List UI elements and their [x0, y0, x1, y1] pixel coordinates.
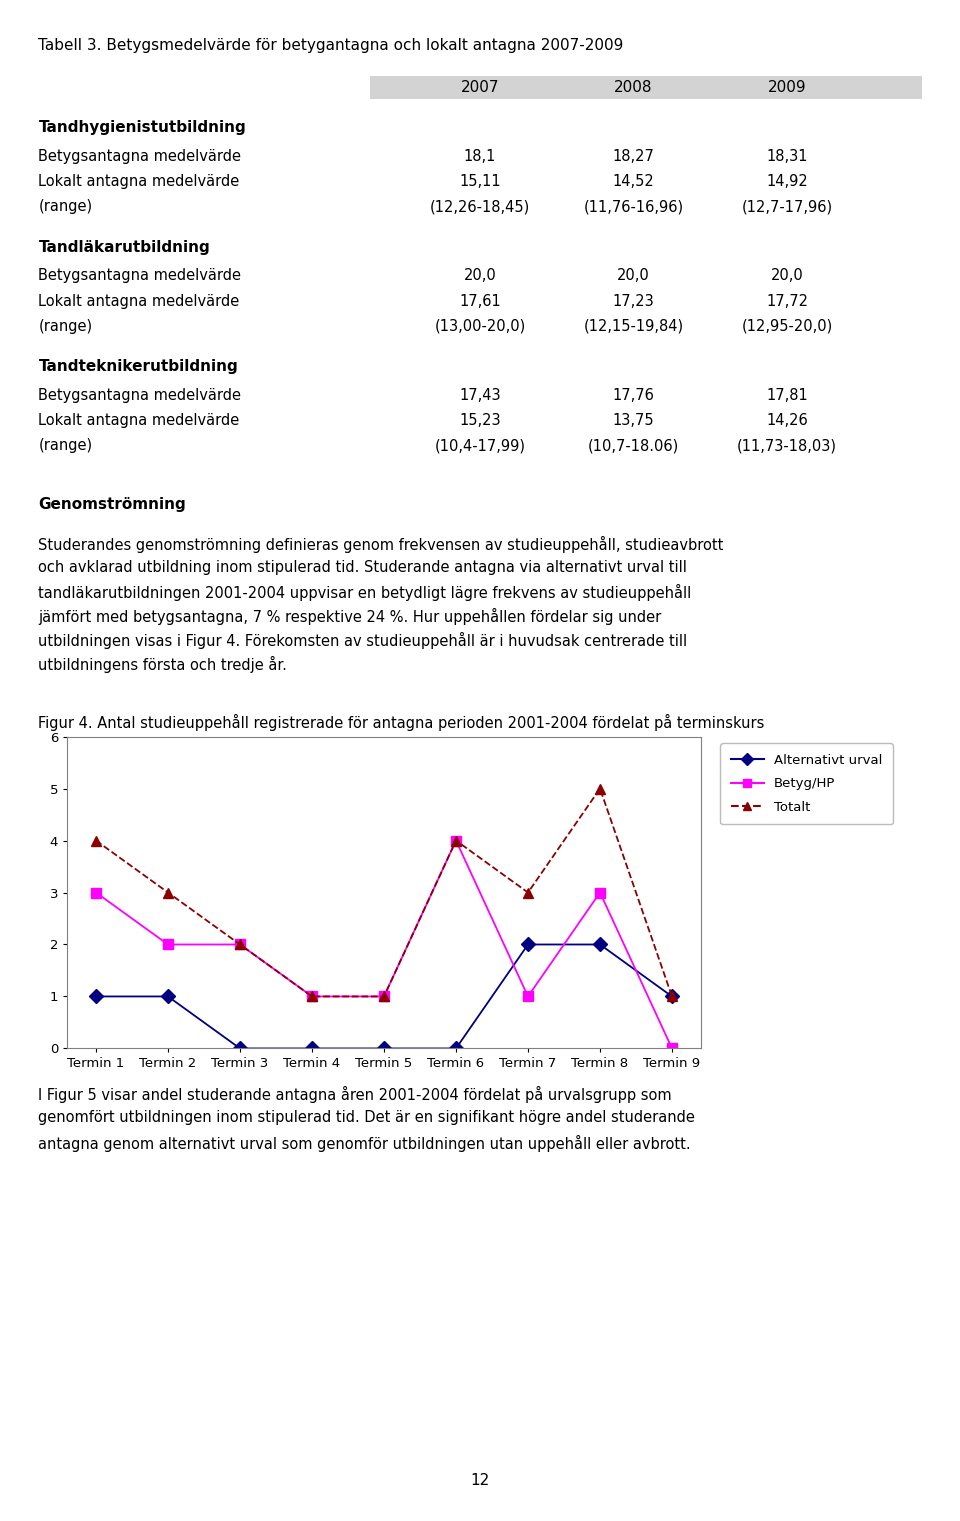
Text: Genomströmning: Genomströmning	[38, 496, 186, 511]
Text: 15,11: 15,11	[459, 173, 501, 189]
Totalt	[162, 884, 174, 902]
Betyg/HP	[666, 1039, 678, 1057]
Text: (10,7-18.06): (10,7-18.06)	[588, 438, 680, 453]
Text: 18,31: 18,31	[766, 149, 808, 164]
Alternativt urval	[450, 1039, 462, 1057]
Text: genomfört utbildningen inom stipulerad tid. Det är en signifikant högre andel st: genomfört utbildningen inom stipulerad t…	[38, 1110, 695, 1126]
Text: Betygsantagna medelvärde: Betygsantagna medelvärde	[38, 268, 241, 283]
Text: 14,26: 14,26	[766, 412, 808, 427]
Totalt	[90, 832, 102, 850]
Text: 17,23: 17,23	[612, 294, 655, 309]
Totalt	[234, 935, 246, 954]
Text: Betygsantagna medelvärde: Betygsantagna medelvärde	[38, 149, 241, 164]
Alternativt urval	[594, 935, 606, 954]
Text: 15,23: 15,23	[459, 412, 501, 427]
Text: antagna genom alternativt urval som genomför utbildningen utan uppehåll eller av: antagna genom alternativt urval som geno…	[38, 1135, 691, 1151]
Text: 17,76: 17,76	[612, 388, 655, 403]
Text: 12: 12	[470, 1472, 490, 1488]
Betyg/HP	[522, 987, 534, 1005]
Totalt	[666, 987, 678, 1005]
Alternativt urval	[306, 1039, 318, 1057]
Text: (12,7-17,96): (12,7-17,96)	[742, 199, 832, 214]
Text: 17,72: 17,72	[766, 294, 808, 309]
Text: 20,0: 20,0	[617, 268, 650, 283]
Line: Totalt: Totalt	[91, 783, 677, 1001]
Alternativt urval	[666, 987, 678, 1005]
Text: 2007: 2007	[461, 81, 499, 94]
Text: (range): (range)	[38, 318, 92, 333]
Text: utbildningens första och tredje år.: utbildningens första och tredje år.	[38, 656, 287, 674]
Alternativt urval	[378, 1039, 390, 1057]
Totalt	[306, 987, 318, 1005]
Text: 20,0: 20,0	[771, 268, 804, 283]
Line: Betyg/HP: Betyg/HP	[91, 835, 677, 1053]
Text: (12,26-18,45): (12,26-18,45)	[430, 199, 530, 214]
Text: Studerandes genomströmning definieras genom frekvensen av studieuppehåll, studie: Studerandes genomströmning definieras ge…	[38, 535, 724, 554]
Betyg/HP	[594, 884, 606, 902]
Text: utbildningen visas i Figur 4. Förekomsten av studieuppehåll är i huvudsak centre: utbildningen visas i Figur 4. Förekomste…	[38, 633, 687, 649]
Betyg/HP	[378, 987, 390, 1005]
Text: 13,75: 13,75	[612, 412, 655, 427]
Text: (12,95-20,0): (12,95-20,0)	[741, 318, 833, 333]
Text: I Figur 5 visar andel studerande antagna åren 2001-2004 fördelat på urvalsgrupp : I Figur 5 visar andel studerande antagna…	[38, 1086, 672, 1103]
Text: (12,15-19,84): (12,15-19,84)	[584, 318, 684, 333]
Betyg/HP	[450, 832, 462, 850]
Alternativt urval	[234, 1039, 246, 1057]
Line: Alternativt urval: Alternativt urval	[91, 940, 677, 1053]
Text: och avklarad utbildning inom stipulerad tid. Studerande antagna via alternativt : och avklarad utbildning inom stipulerad …	[38, 560, 687, 575]
Text: (11,73-18,03): (11,73-18,03)	[737, 438, 837, 453]
Betyg/HP	[234, 935, 246, 954]
Alternativt urval	[90, 987, 102, 1005]
Text: Tandteknikerutbildning: Tandteknikerutbildning	[38, 359, 238, 374]
Text: Betygsantagna medelvärde: Betygsantagna medelvärde	[38, 388, 241, 403]
Text: 20,0: 20,0	[464, 268, 496, 283]
Text: Lokalt antagna medelvärde: Lokalt antagna medelvärde	[38, 412, 240, 427]
Text: jämfört med betygsantagna, 7 % respektive 24 %. Hur uppehållen fördelar sig unde: jämfört med betygsantagna, 7 % respektiv…	[38, 608, 661, 625]
Text: 17,81: 17,81	[766, 388, 808, 403]
Legend: Alternativt urval, Betyg/HP, Totalt: Alternativt urval, Betyg/HP, Totalt	[720, 744, 893, 824]
Text: 2009: 2009	[768, 81, 806, 94]
Text: (11,76-16,96): (11,76-16,96)	[584, 199, 684, 214]
Text: 14,52: 14,52	[612, 173, 655, 189]
Text: (10,4-17,99): (10,4-17,99)	[435, 438, 525, 453]
Betyg/HP	[162, 935, 174, 954]
Totalt	[378, 987, 390, 1005]
Text: Tandläkarutbildning: Tandläkarutbildning	[38, 239, 210, 254]
Totalt	[450, 832, 462, 850]
Text: 17,61: 17,61	[459, 294, 501, 309]
Text: (13,00-20,0): (13,00-20,0)	[434, 318, 526, 333]
Text: Tandhygienistutbildning: Tandhygienistutbildning	[38, 120, 246, 135]
Text: tandläkarutbildningen 2001-2004 uppvisar en betydligt lägre frekvens av studieup: tandläkarutbildningen 2001-2004 uppvisar…	[38, 584, 691, 601]
Text: Tabell 3. Betygsmedelvärde för betygantagna och lokalt antagna 2007-2009: Tabell 3. Betygsmedelvärde för betyganta…	[38, 38, 624, 53]
Text: Figur 4. Antal studieuppehåll registrerade för antagna perioden 2001-2004 fördel: Figur 4. Antal studieuppehåll registrera…	[38, 713, 765, 730]
Text: 14,92: 14,92	[766, 173, 808, 189]
Text: 18,1: 18,1	[464, 149, 496, 164]
Betyg/HP	[90, 884, 102, 902]
Text: 17,43: 17,43	[459, 388, 501, 403]
Alternativt urval	[522, 935, 534, 954]
Alternativt urval	[162, 987, 174, 1005]
Text: Lokalt antagna medelvärde: Lokalt antagna medelvärde	[38, 173, 240, 189]
Text: Lokalt antagna medelvärde: Lokalt antagna medelvärde	[38, 294, 240, 309]
Totalt	[522, 884, 534, 902]
Betyg/HP	[306, 987, 318, 1005]
Totalt	[594, 779, 606, 797]
Text: 2008: 2008	[614, 81, 653, 94]
Text: (range): (range)	[38, 438, 92, 453]
Text: (range): (range)	[38, 199, 92, 214]
Text: 18,27: 18,27	[612, 149, 655, 164]
